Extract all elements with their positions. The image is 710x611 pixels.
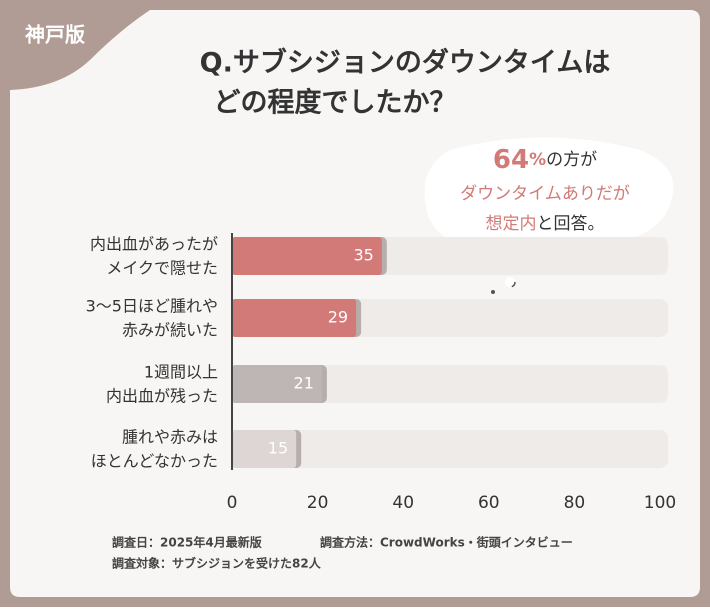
callout-bubble [424,137,674,270]
x-tick-label: 20 [307,493,329,513]
annotation-text: と回答。 [537,214,605,234]
x-tick-label: 60 [478,493,500,513]
annotation-number: 64 [493,145,529,175]
bar [232,365,322,403]
note: 調査日：2025年4月最新版 [112,535,262,550]
annotation-text: の方が [546,150,597,170]
x-tick-label: 80 [564,493,586,513]
note: 調査対象：サブシジョンを受けた82人 [112,556,322,571]
y-tick-label: 赤みが続いた [122,321,218,340]
bar [232,430,297,468]
note: 調査方法：CrowdWorks・街頭インタビュー [320,535,573,550]
y-tick-label: メイクで隠せた [106,259,218,278]
y-tick-label: 3～5日ほど腫れや [86,297,218,316]
annotation: ダウンタイムありだが [460,184,630,204]
y-tick-label: 内出血が残った [106,387,218,406]
bar [232,237,382,275]
annotation-highlight: 想定内 [486,214,537,234]
annotation: 64%の方が [493,145,597,175]
bubble-dot [504,276,516,288]
y-tick-label: 内出血があったが [90,235,218,254]
annotation-unit: % [529,150,546,170]
value-label: 21 [294,374,314,393]
bar [232,299,357,337]
bar-track [232,430,668,468]
chart-title: Q.サブシジョンのダウンタイムは [200,47,611,79]
x-tick-label: 0 [227,493,238,513]
value-label: 15 [268,439,288,458]
value-label: 29 [328,308,348,327]
x-tick-label: 100 [644,493,676,513]
y-tick-label: ほとんどなかった [91,452,218,471]
bar-track [232,365,668,403]
value-label: 35 [353,246,373,265]
annotation: 想定内と回答。 [486,214,605,234]
y-tick-label: 1週間以上 [144,363,218,382]
x-tick-label: 40 [392,493,414,513]
y-tick-label: 腫れや赤みは [122,428,218,447]
bubble-dot [491,290,495,294]
badge: 神戸版 [25,23,85,47]
chart-title: どの程度でしたか？ [214,87,457,119]
